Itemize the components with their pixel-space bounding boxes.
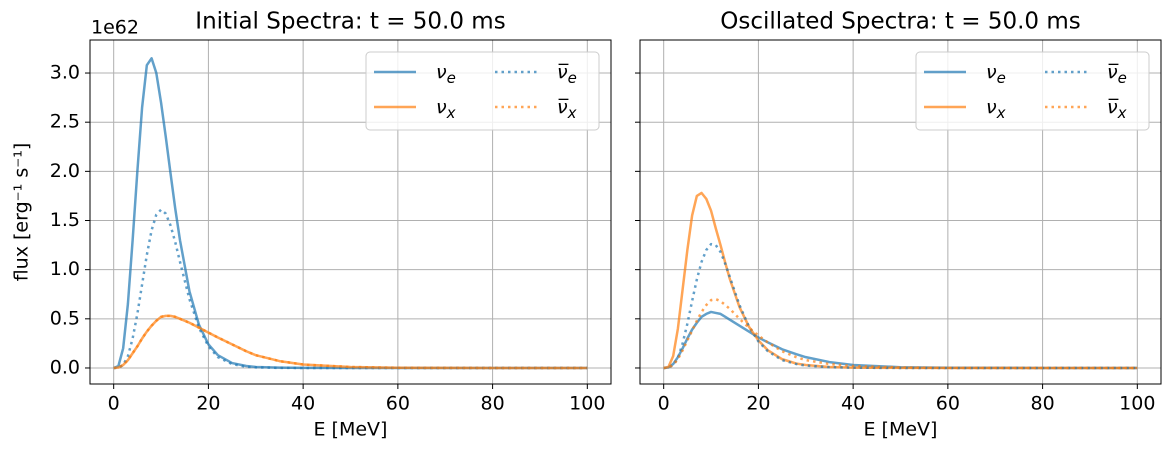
y-tick-label: 1.5 — [50, 209, 80, 231]
legend-label: νx — [986, 96, 1006, 122]
y-tick-label: 2.0 — [50, 160, 80, 182]
x-tick-label: 100 — [1119, 393, 1155, 415]
x-tick-label: 0 — [108, 393, 120, 415]
legend-label: ν̅e — [557, 61, 577, 87]
series-line — [113, 57, 588, 370]
x-tick-label: 100 — [569, 393, 605, 415]
series-line — [113, 208, 588, 370]
legend-label: νe — [986, 61, 1006, 87]
x-tick-label: 40 — [841, 393, 865, 415]
chart-title: Initial Spectra: t = 50.0 ms — [195, 9, 505, 35]
series-line — [113, 314, 588, 370]
axes-frame — [89, 39, 612, 385]
offset-label: 1e62 — [91, 17, 139, 39]
x-tick-label: 0 — [658, 393, 670, 415]
y-tick-label: 3.0 — [50, 62, 80, 84]
y-tick-label: 1.0 — [50, 258, 80, 280]
x-axis-label: E [MeV] — [314, 419, 388, 441]
x-tick-label: 60 — [936, 393, 960, 415]
series-line — [113, 314, 588, 370]
legend-label: ν̅x — [1107, 96, 1127, 122]
series-line — [663, 191, 1138, 370]
x-tick-label: 80 — [480, 393, 504, 415]
legend-frame — [365, 51, 600, 131]
x-axis-label: E [MeV] — [864, 419, 938, 441]
legend-frame — [915, 51, 1150, 131]
legend-label: ν̅x — [557, 96, 577, 122]
series-line — [663, 297, 1138, 370]
x-tick-label: 20 — [746, 393, 770, 415]
series-line — [663, 310, 1138, 370]
chart-title: Oscillated Spectra: t = 50.0 ms — [720, 9, 1081, 35]
y-tick-label: 0.0 — [50, 356, 80, 378]
y-tick-label: 0.5 — [50, 307, 80, 329]
x-tick-label: 40 — [291, 393, 315, 415]
legend-label: ν̅e — [1107, 61, 1127, 87]
axes-frame — [639, 39, 1162, 385]
series-line — [663, 242, 1138, 370]
x-tick-label: 20 — [196, 393, 220, 415]
y-tick-label: 2.5 — [50, 111, 80, 133]
x-tick-label: 60 — [386, 393, 410, 415]
y-axis-label: flux [erg⁻¹ s⁻¹] — [11, 143, 33, 282]
legend-label: νx — [436, 96, 456, 122]
x-tick-label: 80 — [1030, 393, 1054, 415]
legend-label: νe — [436, 61, 456, 87]
